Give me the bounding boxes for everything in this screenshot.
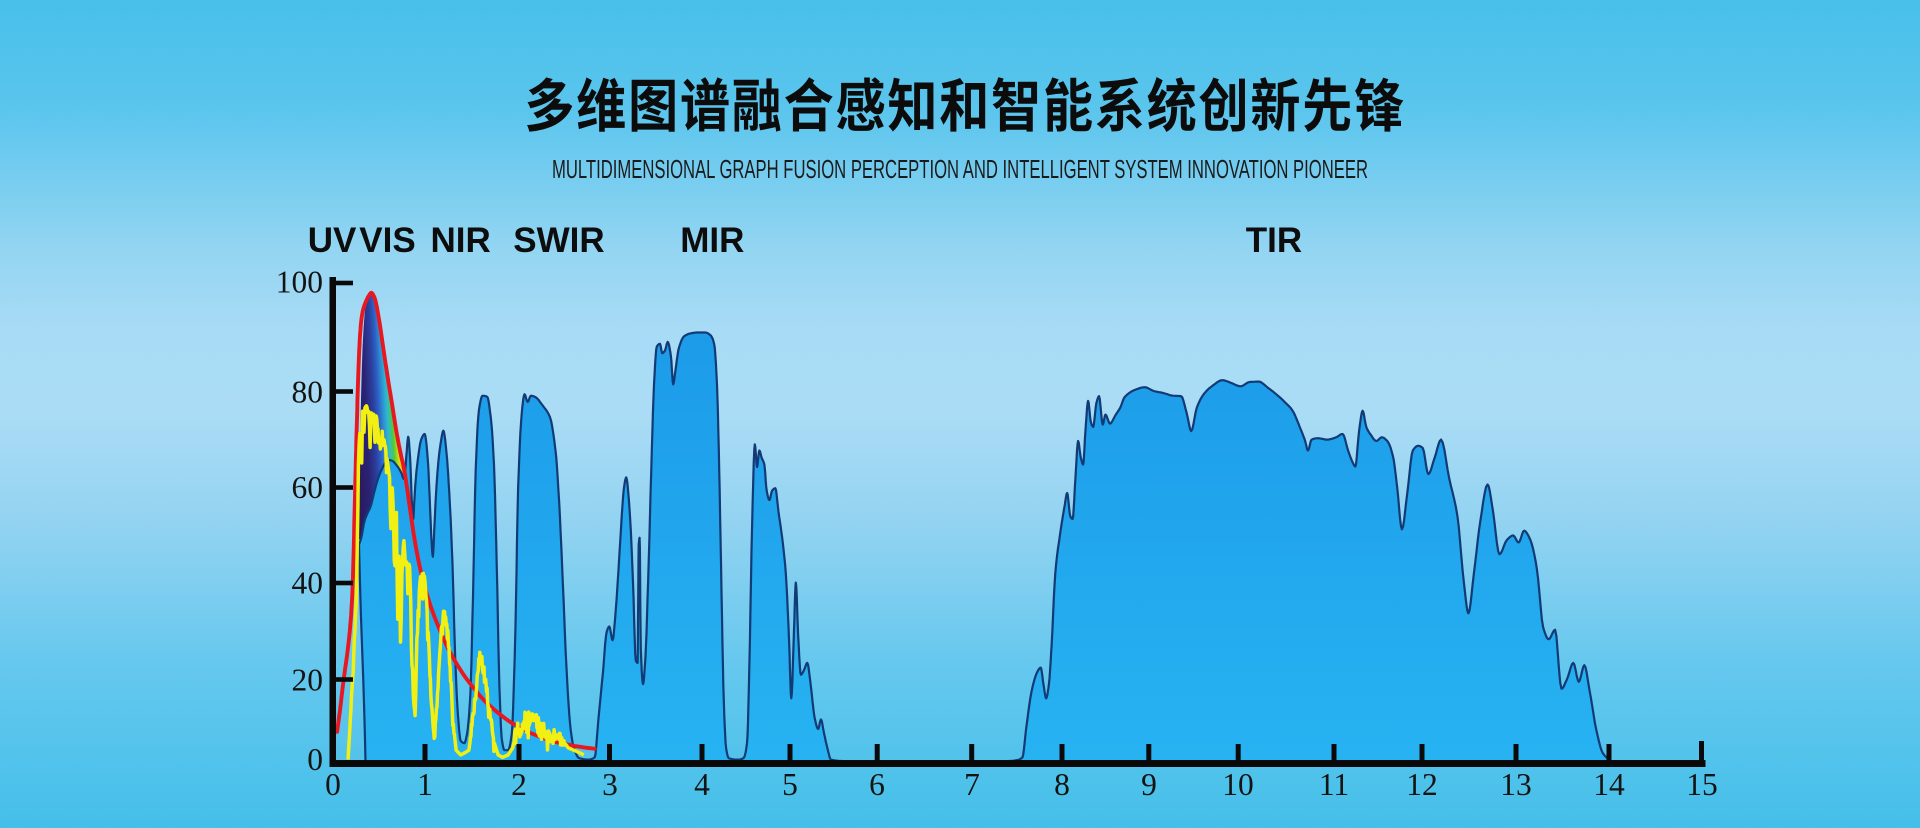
svg-text:6: 6 bbox=[869, 767, 885, 802]
svg-text:15: 15 bbox=[1686, 767, 1718, 802]
svg-text:11: 11 bbox=[1319, 767, 1349, 802]
svg-text:20: 20 bbox=[292, 662, 324, 697]
svg-text:MIR: MIR bbox=[680, 221, 744, 260]
svg-text:TIR: TIR bbox=[1246, 221, 1302, 260]
svg-text:9: 9 bbox=[1141, 767, 1157, 802]
svg-text:MULTIDIMENSIONAL GRAPH FUSION: MULTIDIMENSIONAL GRAPH FUSION PERCEPTION… bbox=[552, 154, 1368, 184]
svg-text:10: 10 bbox=[1222, 767, 1254, 802]
svg-text:3: 3 bbox=[602, 767, 618, 802]
svg-text:1: 1 bbox=[417, 767, 433, 802]
svg-text:0: 0 bbox=[325, 767, 341, 802]
svg-text:40: 40 bbox=[292, 565, 324, 600]
svg-text:14: 14 bbox=[1593, 767, 1625, 802]
svg-text:2: 2 bbox=[511, 767, 527, 802]
svg-text:13: 13 bbox=[1500, 767, 1532, 802]
svg-text:NIR: NIR bbox=[430, 221, 490, 260]
svg-text:4: 4 bbox=[694, 767, 710, 802]
svg-text:7: 7 bbox=[964, 767, 980, 802]
svg-text:0: 0 bbox=[307, 742, 323, 777]
svg-text:60: 60 bbox=[292, 470, 324, 505]
svg-text:8: 8 bbox=[1054, 767, 1070, 802]
svg-text:12: 12 bbox=[1406, 767, 1438, 802]
svg-text:SWIR: SWIR bbox=[513, 221, 604, 260]
svg-text:80: 80 bbox=[292, 374, 324, 409]
svg-text:UV: UV bbox=[308, 221, 357, 260]
svg-text:100: 100 bbox=[276, 264, 323, 299]
svg-text:VIS: VIS bbox=[359, 221, 415, 260]
svg-text:5: 5 bbox=[782, 767, 798, 802]
